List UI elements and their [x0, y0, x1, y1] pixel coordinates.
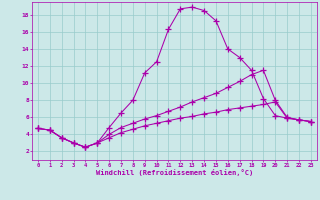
X-axis label: Windchill (Refroidissement éolien,°C): Windchill (Refroidissement éolien,°C) [96, 169, 253, 176]
